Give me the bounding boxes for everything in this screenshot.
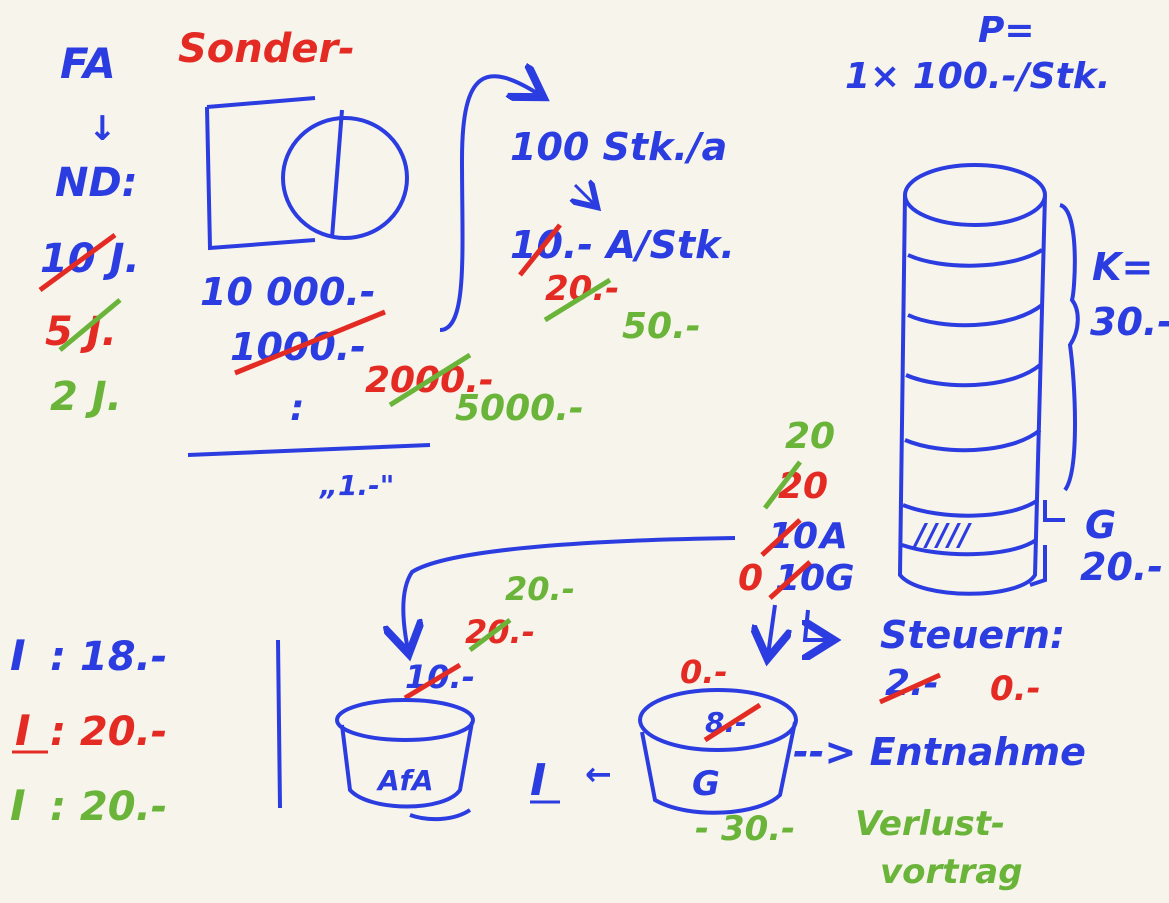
hatch-marks: /////	[912, 518, 973, 553]
strike-g-inner	[703, 702, 762, 743]
sonder-label: Sonder-	[178, 26, 355, 72]
k-brace	[1058, 203, 1080, 492]
divider-line	[276, 639, 282, 809]
income-blue-label: I	[10, 631, 26, 680]
steuern-new: 0.-	[990, 669, 1041, 709]
split-a-old: 10	[768, 516, 818, 557]
machine-box-top	[206, 96, 316, 109]
continuation-dots: :	[290, 388, 304, 429]
split-red: 20	[778, 466, 828, 507]
g-brace	[1029, 500, 1065, 587]
entnahme-label: --> Entnahme	[793, 730, 1086, 774]
verlust-label: Verlust-	[855, 804, 1005, 844]
fa-label: FA	[60, 39, 116, 88]
sum-line	[187, 443, 431, 457]
k-label: K=	[1092, 245, 1153, 289]
split-g-label: G	[825, 558, 855, 599]
afa-label: AfA	[376, 764, 434, 797]
strike-10-unit	[518, 223, 562, 277]
per-unit-red: 20.-	[545, 269, 619, 309]
years-10: 10 J.	[40, 236, 140, 282]
machine-cost: 10 000.-	[200, 270, 376, 314]
afa-arrow	[403, 536, 736, 650]
strike-steuern	[878, 672, 942, 705]
strike-5	[58, 298, 122, 352]
down-arrow: ↓	[88, 109, 117, 149]
income-blue-value: : 18.-	[50, 634, 167, 680]
strike-10	[38, 232, 117, 293]
g-pot-label: G	[692, 764, 720, 804]
machine-wheel	[281, 116, 409, 240]
strike-split-red	[763, 460, 802, 510]
income-green-label: I	[10, 781, 26, 830]
machine-bottom-note: „1.-"	[319, 469, 394, 502]
strike-1000	[234, 309, 386, 376]
g-pot	[638, 688, 798, 815]
income-green-value: : 20.-	[50, 784, 167, 830]
machine-axle	[330, 109, 344, 239]
i-mid-label: I	[530, 755, 546, 806]
strike-20-unit	[543, 277, 612, 323]
strike-afa-red	[468, 618, 512, 652]
per-unit-blue: 10.- A/Stk.	[510, 223, 735, 267]
strike-afa-blue	[403, 662, 462, 701]
steuern-arrow	[805, 609, 830, 640]
steuern-label: Steuern:	[880, 613, 1065, 657]
g-pot-red: 0.-	[680, 653, 728, 691]
units-per-year: 100 Stk./a	[510, 125, 727, 169]
afa-pot	[335, 698, 475, 822]
strike-2000	[388, 352, 472, 408]
price-value: 1× 100.-/Stk.	[845, 56, 1110, 97]
strike-a	[760, 518, 802, 557]
nd-label: ND:	[55, 160, 138, 206]
income-red-value: : 20.-	[50, 709, 167, 755]
years-2: 2 J.	[50, 374, 122, 420]
g-arrow	[768, 604, 775, 655]
k-value: 30.-	[1090, 300, 1169, 344]
cost-stack-cylinder	[897, 163, 1047, 596]
output-arrow	[439, 76, 540, 332]
machine-box-side	[205, 106, 316, 251]
split-g-new: 0	[738, 558, 763, 599]
income-red-label: I	[15, 706, 31, 755]
g-stack-label: G	[1085, 503, 1116, 547]
split-g-old: 10	[775, 558, 825, 599]
depreciation-green: 5000.-	[455, 388, 584, 429]
per-unit-green: 50.-	[622, 306, 701, 347]
afa-green: 20.-	[505, 570, 575, 608]
i-mid-arrow: ←	[585, 755, 612, 793]
strike-g	[768, 560, 812, 600]
vortrag-label: vortrag	[880, 852, 1023, 892]
loss-value: - 30.-	[695, 809, 795, 849]
split-a-label: A	[817, 516, 848, 557]
split-green: 20	[785, 416, 835, 457]
price-label: P=	[978, 10, 1035, 51]
small-arrow	[575, 185, 595, 205]
g-stack-value: 20.-	[1080, 545, 1163, 589]
